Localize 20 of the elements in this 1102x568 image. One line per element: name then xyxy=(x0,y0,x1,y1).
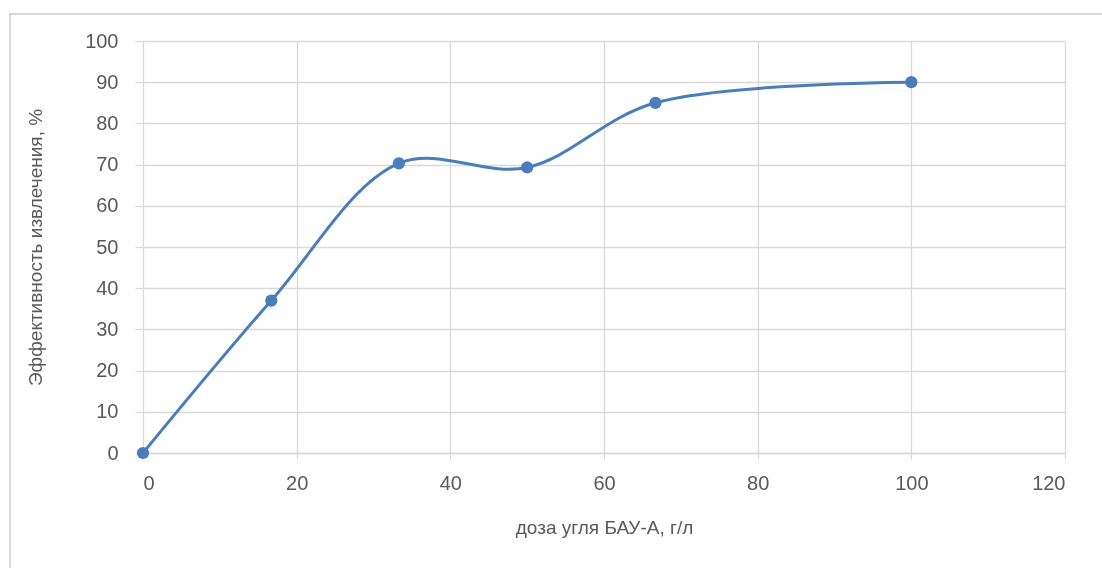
y-tick-label: 90 xyxy=(96,70,119,93)
x-tick-label: 80 xyxy=(747,471,770,494)
x-tick-label: 60 xyxy=(593,471,616,494)
y-tick-label: 30 xyxy=(96,317,119,340)
y-tick-label: 10 xyxy=(96,400,119,423)
x-tick-label: 40 xyxy=(439,471,462,494)
y-tick-label: 60 xyxy=(96,194,119,217)
x-axis-title: доза угля БАУ-А, г/л xyxy=(515,516,694,538)
y-axis-title: Эффективность извлечения, % xyxy=(24,108,46,387)
y-tick-label: 40 xyxy=(96,276,119,299)
x-tick-label: 120 xyxy=(1032,471,1066,494)
x-tick-label: 20 xyxy=(286,471,309,494)
y-tick-label: 0 xyxy=(107,441,119,464)
y-tick-label: 70 xyxy=(96,153,119,176)
y-tick-label: 50 xyxy=(96,235,119,258)
y-tick-label: 20 xyxy=(96,359,119,382)
y-tick-label: 100 xyxy=(85,29,119,52)
y-tick-label: 80 xyxy=(96,111,119,134)
x-tick-label: 0 xyxy=(143,471,155,494)
x-tick-label: 100 xyxy=(895,471,929,494)
